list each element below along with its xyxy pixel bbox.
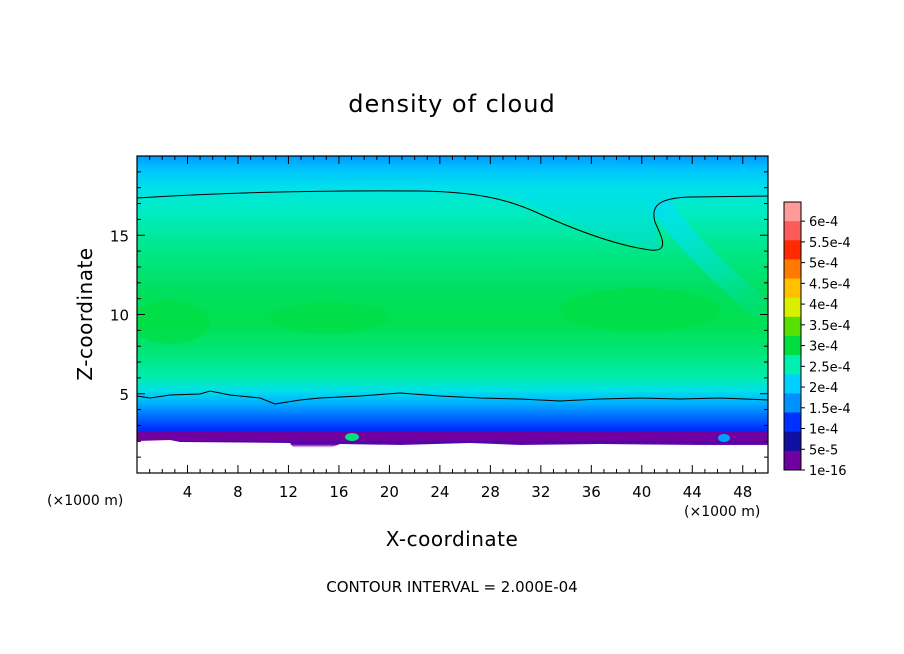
upper-dark-region bbox=[490, 156, 640, 204]
colorbar-label: 5e-5 bbox=[809, 443, 838, 458]
colorbar-swatch bbox=[784, 431, 801, 452]
colorbar-swatch bbox=[784, 240, 801, 260]
contour-upper bbox=[137, 190, 768, 251]
colorbar-swatch bbox=[784, 202, 801, 222]
low-dark-band bbox=[137, 432, 768, 441]
colorbar-swatch bbox=[784, 316, 801, 337]
colorbar-label: 1e-4 bbox=[809, 423, 838, 438]
y-tick-label: 5 bbox=[119, 386, 129, 404]
x-unit-left: (×1000 m) bbox=[47, 493, 123, 509]
x-tick-label: 24 bbox=[430, 483, 449, 501]
x-tick-label: 28 bbox=[481, 483, 500, 501]
colorbar-swatch bbox=[784, 355, 801, 375]
colorbar-label: 4e-4 bbox=[809, 298, 838, 313]
x-tick-label: 44 bbox=[683, 483, 702, 501]
y-tick-label: 10 bbox=[110, 307, 129, 325]
colorbar-swatch bbox=[784, 259, 801, 280]
colorbar-label: 3.5e-4 bbox=[809, 319, 851, 334]
mid-bright-left bbox=[137, 300, 210, 344]
colorbar-label: 5.5e-4 bbox=[809, 236, 851, 251]
upper-cyan-band bbox=[137, 156, 768, 250]
small-blob-2 bbox=[718, 434, 730, 442]
colorbar-swatch bbox=[784, 412, 801, 433]
colorbar-swatch bbox=[784, 336, 801, 356]
heatmap-field bbox=[137, 156, 768, 473]
x-tick-label: 4 bbox=[183, 483, 193, 501]
y-axis-label: Z-coordinate bbox=[73, 247, 97, 380]
x-tick-label: 48 bbox=[733, 483, 752, 501]
colorbar-swatch bbox=[784, 278, 801, 299]
x-tick-label: 8 bbox=[233, 483, 243, 501]
colorbar-label: 2e-4 bbox=[809, 381, 838, 396]
x-tick-label: 12 bbox=[279, 483, 298, 501]
y-tick-label: 15 bbox=[110, 227, 129, 245]
colorbar-swatch bbox=[784, 393, 801, 414]
chart-title: density of cloud bbox=[348, 90, 555, 118]
colorbar-label: 3e-4 bbox=[809, 340, 838, 355]
mid-bright-right bbox=[560, 288, 720, 332]
x-axis-ticks: 4 8 12 16 20 24 28 32 36 40 44 48 bbox=[149, 156, 756, 501]
colorbar-label: 2.5e-4 bbox=[809, 360, 851, 375]
x-tick-label: 36 bbox=[582, 483, 601, 501]
colorbar-frame bbox=[783, 201, 802, 471]
colorbar-swatch bbox=[784, 221, 801, 241]
colorbar-label: 5e-4 bbox=[809, 257, 838, 272]
colorbar: 6e-4 5.5e-4 5e-4 4.5e-4 4e-4 3.5e-4 3e-4 2.5e-4… bbox=[783, 201, 851, 479]
y-axis-ticks: 5 10 15 bbox=[110, 171, 768, 458]
colorbar-label: 6e-4 bbox=[809, 215, 838, 230]
colorbar-label: 1e-16 bbox=[809, 464, 847, 479]
descending-streak bbox=[650, 200, 768, 330]
colorbar-label: 4.5e-4 bbox=[809, 277, 851, 292]
contour-interval-note: CONTOUR INTERVAL = 2.000E-04 bbox=[326, 578, 577, 596]
ground-edge bbox=[137, 440, 768, 473]
colorbar-label: 1.5e-4 bbox=[809, 402, 851, 417]
colorbar-swatch bbox=[784, 450, 801, 471]
colorbar-swatch bbox=[784, 297, 801, 318]
x-unit-right: (×1000 m) bbox=[684, 504, 760, 520]
contour-lower bbox=[137, 390, 768, 405]
x-axis-label: X-coordinate bbox=[386, 527, 519, 551]
x-tick-label: 16 bbox=[329, 483, 348, 501]
colorbar-swatch bbox=[784, 374, 801, 394]
x-tick-label: 20 bbox=[380, 483, 399, 501]
x-tick-label: 32 bbox=[531, 483, 550, 501]
x-tick-label: 40 bbox=[632, 483, 651, 501]
mid-bright-center bbox=[270, 302, 390, 334]
small-blob-1 bbox=[345, 433, 359, 441]
